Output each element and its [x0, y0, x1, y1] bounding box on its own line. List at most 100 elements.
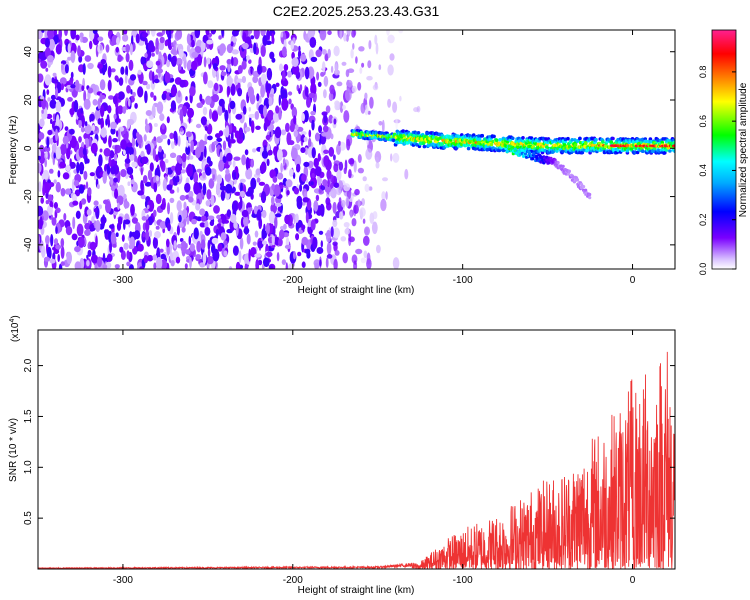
noise-blob: [92, 30, 98, 34]
noise-blob: [53, 249, 60, 254]
noise-blob: [351, 218, 357, 227]
noise-blob: [269, 51, 275, 60]
noise-blob: [98, 204, 102, 210]
noise-blob: [296, 198, 303, 210]
noise-blob: [312, 236, 318, 250]
noise-blob: [83, 90, 87, 102]
noise-blob: [75, 210, 81, 219]
noise-blob: [74, 246, 81, 253]
noise-blob: [132, 91, 136, 97]
noise-blob: [354, 188, 360, 196]
noise-blob: [320, 240, 323, 248]
noise-blob: [234, 74, 239, 86]
noise-blob: [392, 152, 400, 163]
noise-blob: [250, 35, 255, 40]
noise-blob: [196, 168, 203, 173]
signal-ridge-mark: [660, 140, 665, 145]
signal-ridge-mark: [611, 136, 615, 141]
noise-blob: [55, 244, 61, 250]
y-tick-label: 0: [23, 145, 34, 151]
noise-blob: [310, 110, 316, 116]
noise-blob: [84, 121, 88, 127]
noise-blob: [158, 41, 165, 51]
noise-blob: [266, 83, 272, 92]
noise-blob: [178, 214, 182, 223]
noise-blob: [147, 254, 154, 262]
signal-ridge-mark: [422, 144, 427, 149]
noise-blob: [156, 32, 164, 37]
noise-blob: [46, 113, 53, 119]
noise-blob: [155, 154, 159, 163]
noise-blob: [386, 30, 390, 36]
noise-blob: [216, 137, 223, 143]
noise-blob: [145, 219, 150, 232]
noise-blob: [286, 190, 290, 196]
noise-blob: [274, 216, 278, 229]
noise-blob: [357, 154, 362, 163]
noise-blob: [242, 106, 247, 115]
noise-blob: [139, 266, 144, 269]
noise-blob: [155, 225, 160, 230]
noise-blob: [177, 135, 181, 147]
noise-blob: [114, 75, 119, 81]
noise-blob: [55, 44, 62, 55]
noise-blob: [97, 36, 104, 42]
noise-blob: [313, 157, 319, 168]
noise-blob: [255, 168, 261, 176]
noise-blob: [342, 104, 346, 110]
noise-blob: [239, 178, 246, 183]
noise-blob: [151, 52, 155, 57]
noise-blob: [70, 50, 76, 63]
noise-blob: [54, 238, 58, 245]
noise-blob: [305, 211, 309, 224]
noise-blob: [161, 30, 166, 35]
noise-blob: [219, 43, 227, 54]
noise-blob: [385, 191, 388, 200]
noise-blob: [378, 121, 383, 126]
noise-blob: [120, 139, 127, 150]
noise-blob: [203, 145, 207, 158]
noise-blob: [109, 224, 115, 229]
noise-blob: [295, 221, 299, 232]
noise-blob: [208, 178, 215, 189]
noise-blob: [280, 162, 283, 173]
noise-blob: [369, 212, 375, 224]
noise-blob: [122, 34, 129, 42]
noise-blob: [317, 153, 321, 162]
signal-ridge-mark: [489, 142, 494, 147]
top-x-axis-label: Height of straight line (km): [298, 285, 415, 296]
noise-blob: [321, 111, 328, 116]
noise-blob: [271, 196, 275, 206]
noise-blob: [167, 202, 170, 215]
noise-blob: [124, 213, 130, 221]
noise-blob: [175, 256, 181, 264]
noise-blob: [338, 140, 341, 147]
x-tick-label: -200: [283, 575, 303, 586]
noise-blob: [323, 155, 330, 168]
noise-blob: [210, 30, 217, 35]
noise-blob: [69, 128, 75, 135]
noise-blob: [87, 187, 92, 197]
noise-blob: [249, 115, 252, 127]
noise-blob: [230, 213, 237, 223]
noise-blob: [120, 250, 126, 260]
noise-blob: [117, 216, 123, 225]
noise-blob: [87, 249, 92, 257]
signal-ridge-mark: [644, 139, 648, 144]
noise-blob: [277, 206, 282, 212]
noise-blob: [260, 191, 267, 203]
noise-blob: [145, 229, 150, 241]
noise-blob: [338, 211, 344, 220]
noise-blob: [260, 30, 266, 37]
noise-blob: [44, 158, 47, 168]
noise-blob: [60, 144, 67, 156]
noise-blob: [304, 86, 309, 97]
noise-blob: [256, 93, 260, 102]
noise-blob: [347, 68, 355, 73]
signal-branch-mark: [588, 192, 592, 197]
noise-blob: [189, 243, 195, 252]
noise-blob: [62, 135, 69, 145]
noise-blob: [202, 106, 208, 116]
noise-blob: [78, 136, 82, 143]
noise-blob: [140, 167, 143, 176]
